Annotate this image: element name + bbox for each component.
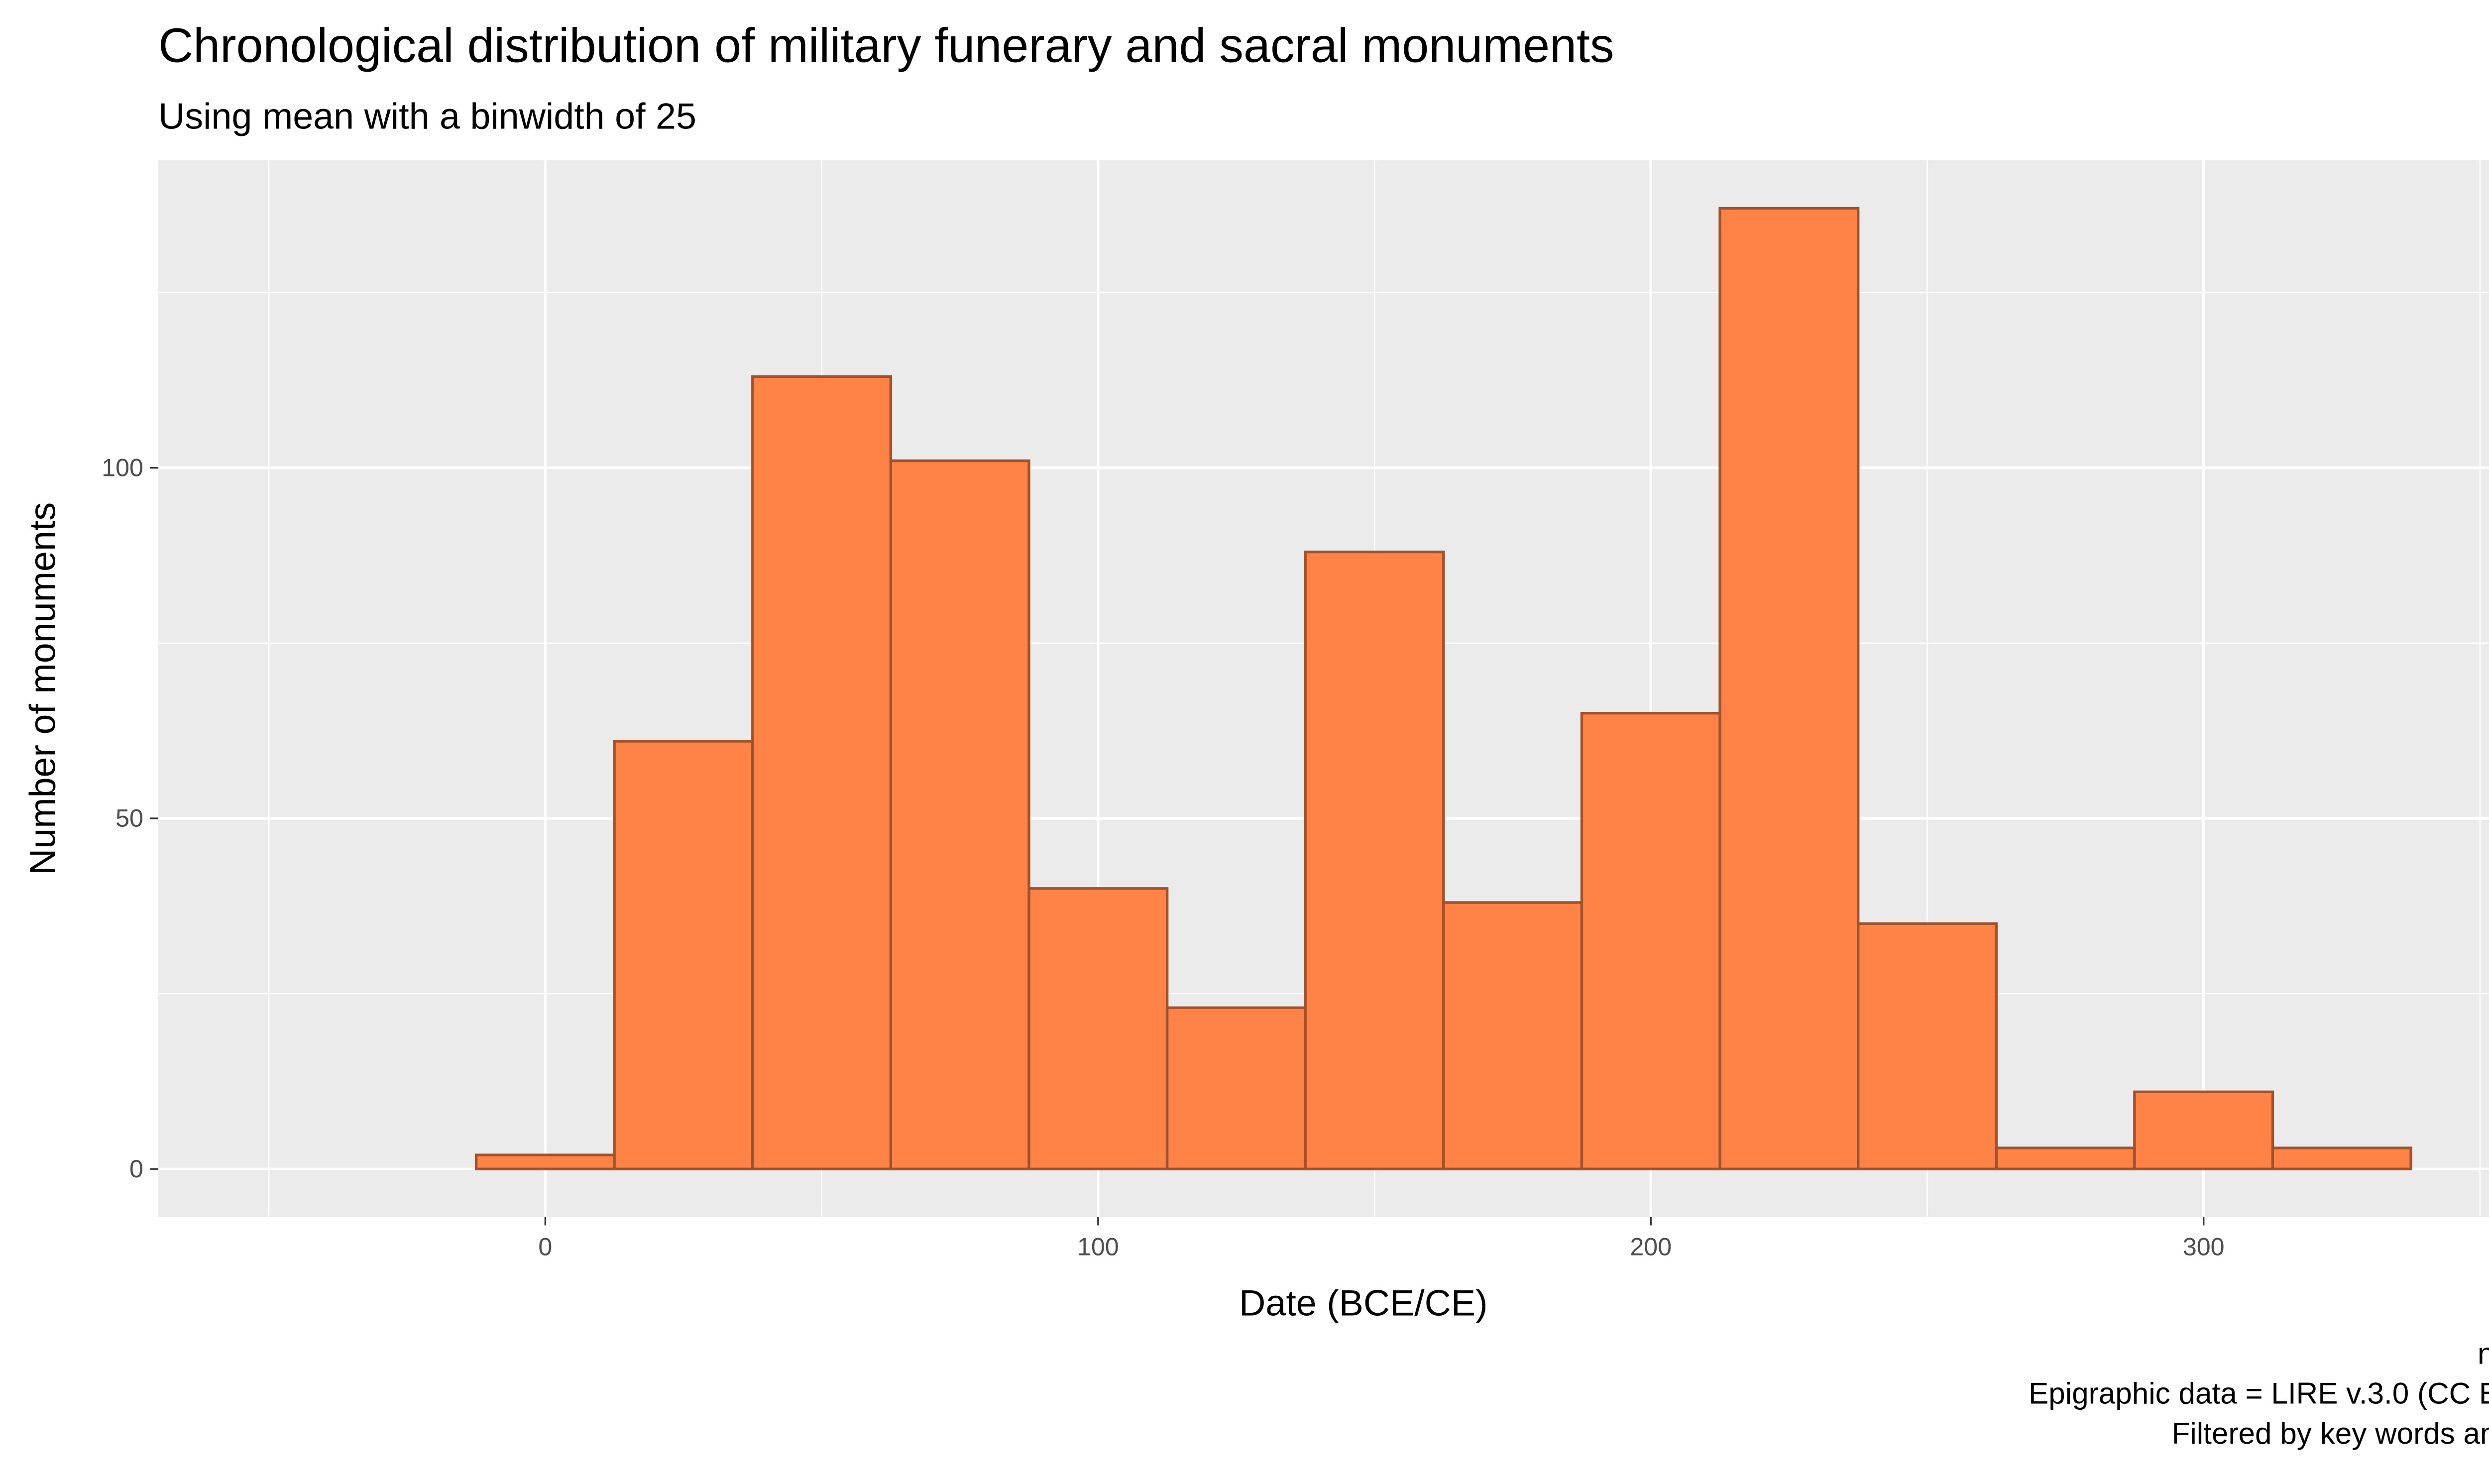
caption: Filtered by key words and tags. — [2172, 1416, 2489, 1450]
y-axis-title: Number of monuments — [21, 502, 63, 875]
bar — [1857, 922, 1998, 1170]
bar — [1442, 901, 1584, 1170]
x-axis-title: Date (BCE/CE) — [1239, 1282, 1487, 1323]
bar — [1995, 1146, 2136, 1170]
y-tick-label: 0 — [129, 1155, 143, 1183]
bar — [751, 375, 893, 1170]
y-tick-label: 50 — [115, 804, 143, 832]
bar — [2271, 1146, 2412, 1170]
y-tick-label: 100 — [102, 454, 143, 481]
chart-title: Chronological distribution of military f… — [158, 18, 1614, 72]
bar — [2133, 1090, 2274, 1170]
bar — [1165, 1006, 1307, 1170]
bar — [613, 740, 754, 1170]
caption: Epigraphic data = LIRE v.3.0 (CC BY 4.0)… — [2029, 1376, 2489, 1410]
x-tick-label: 100 — [1077, 1233, 1119, 1261]
bar — [1580, 711, 1721, 1170]
chart-subtitle: Using mean with a binwidth of 25 — [158, 95, 696, 136]
caption: n = 742. — [2478, 1336, 2489, 1370]
bar — [474, 1153, 616, 1170]
x-tick-label: 200 — [1630, 1233, 1672, 1261]
bar — [889, 459, 1030, 1170]
bar — [1718, 207, 1860, 1170]
x-tick-label: 300 — [2183, 1233, 2225, 1261]
x-tick-label: 0 — [538, 1233, 552, 1261]
bar — [1027, 887, 1169, 1170]
bar — [1304, 551, 1445, 1170]
